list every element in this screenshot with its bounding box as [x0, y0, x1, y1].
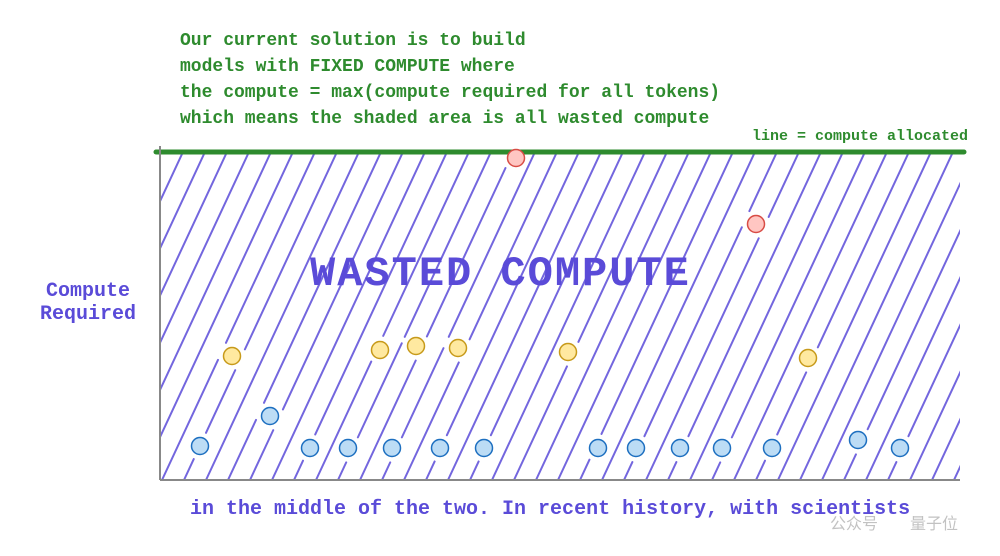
- watermark-text: 公众号: [830, 510, 878, 534]
- token-point-yellow: [800, 350, 817, 367]
- token-point-blue: [850, 432, 867, 449]
- ylabel-line2: Required: [40, 303, 136, 326]
- token-point-blue: [384, 440, 401, 457]
- y-axis-label: Compute Required: [40, 280, 136, 326]
- wasted-compute-label: WASTED COMPUTE: [310, 250, 691, 298]
- token-point-blue: [340, 440, 357, 457]
- token-point-blue: [672, 440, 689, 457]
- token-point-red: [508, 150, 525, 167]
- token-point-blue: [764, 440, 781, 457]
- token-point-red: [748, 216, 765, 233]
- token-point-yellow: [560, 344, 577, 361]
- token-point-blue: [714, 440, 731, 457]
- ylabel-line1: Compute: [46, 280, 130, 303]
- annotation-text: Our current solution is to build models …: [180, 28, 720, 132]
- compute-line-legend: line = compute allocated: [752, 128, 968, 145]
- token-point-yellow: [224, 348, 241, 365]
- token-point-blue: [302, 440, 319, 457]
- token-point-blue: [628, 440, 645, 457]
- token-point-blue: [432, 440, 449, 457]
- token-point-blue: [262, 408, 279, 425]
- token-point-yellow: [408, 338, 425, 355]
- token-point-blue: [476, 440, 493, 457]
- token-point-yellow: [450, 340, 467, 357]
- token-point-blue: [590, 440, 607, 457]
- token-point-blue: [892, 440, 909, 457]
- token-point-yellow: [372, 342, 389, 359]
- token-point-blue: [192, 438, 209, 455]
- watermark-text: 量子位: [910, 510, 958, 534]
- x-axis-caption: in the middle of the two. In recent hist…: [190, 498, 910, 521]
